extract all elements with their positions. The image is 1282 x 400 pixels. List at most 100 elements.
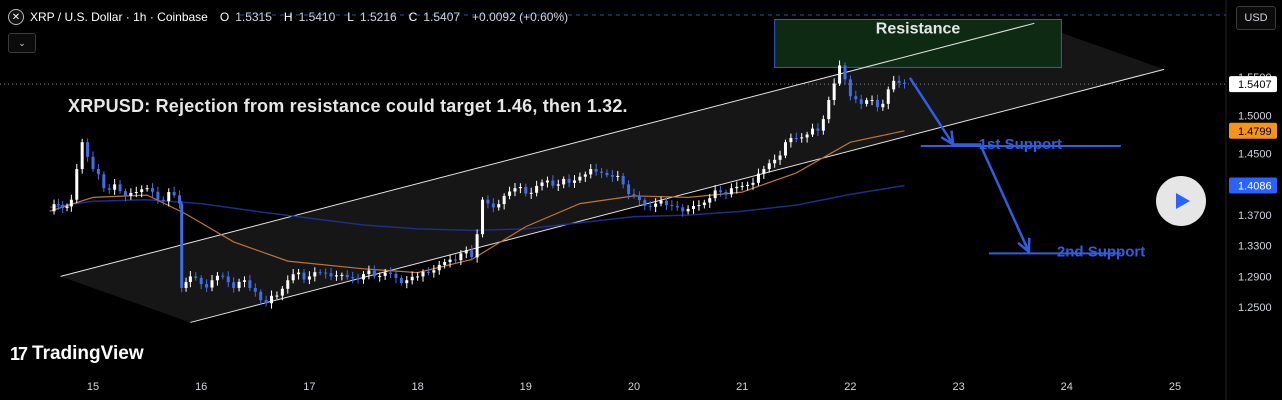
candle-body [91,156,95,170]
candle-body [210,280,214,288]
channel-upper-line [60,22,1035,277]
candle-body [811,128,815,135]
open-label: O [219,10,230,24]
candle-body [556,184,560,186]
candle-body [286,280,290,289]
low-value: 1.5216 [359,10,397,24]
candle-body [86,142,90,157]
candle-body [821,119,825,131]
price-tag-ema_short: 1.4799 [1238,126,1272,138]
symbol-title[interactable]: XRP / U.S. Dollar · 1h · Coinbase [30,10,208,24]
candles [52,60,906,309]
candle-body [96,169,100,175]
symbol-header: ✕ XRP / U.S. Dollar · 1h · Coinbase O 1.5… [8,6,568,28]
candle-body [167,192,171,202]
candle-body [751,182,755,185]
x-tick-9: 24 [1061,381,1073,393]
candle-body [437,264,441,271]
candle-body [594,169,598,172]
candle-body [383,272,387,276]
candle-body [859,99,863,104]
candle-body [583,174,587,177]
candle-body [324,272,328,274]
candle-body [724,192,728,195]
replay-play-button[interactable] [1156,176,1206,226]
candle-body [794,138,798,140]
candle-body [886,89,890,104]
candle-body [643,200,647,206]
candle-body [545,180,549,183]
candle-body [621,175,625,185]
candle-body [800,137,804,139]
candle-body [767,163,771,170]
candle-body [443,262,447,265]
candle-body [816,128,820,131]
candle-body [692,206,696,209]
candle-body [502,195,506,205]
candle-body [253,287,257,292]
candle-body [351,277,355,279]
currency-button[interactable]: USD [1236,6,1276,30]
x-tick-0: 15 [87,381,99,393]
candle-body [432,270,436,273]
candle-body [848,79,852,97]
support-label-2: 2nd Support [1057,243,1145,260]
x-tick-8: 23 [952,381,964,393]
candle-body [237,281,241,288]
open-value: 1.5315 [235,10,272,24]
change-value: +0.0092 (+0.60%) [472,10,569,24]
candle-body [589,169,593,175]
candle-body [75,169,79,200]
y-tick-1: 1.5000 [1238,110,1272,122]
candle-body [329,273,333,277]
candle-body [540,182,544,186]
candle-body [681,207,685,212]
price-tag-bg-ema_long [1229,177,1277,194]
price-tag-bg-ema_short [1229,122,1277,139]
candle-body [892,80,896,90]
candle-body [259,291,263,301]
candle-body [145,188,149,190]
candle-body [778,155,782,160]
candle-body [297,272,301,275]
candle-body [513,188,517,192]
play-icon [1176,193,1190,209]
candle-body [729,188,733,195]
candle-body [378,275,382,277]
candle-body [129,192,133,196]
candle-body [140,189,144,193]
candle-body [648,205,652,207]
candle-body [61,205,65,209]
candle-body [664,200,668,206]
candle-body [248,280,252,288]
candle-body [486,199,490,204]
ema-long-line [49,184,905,232]
candle-body [616,175,620,177]
x-tick-2: 17 [303,381,315,393]
tradingview-logo[interactable]: 17 TradingView [10,343,144,365]
candle-body [69,199,73,207]
candle-body [762,169,766,174]
resistance-label: Resistance [876,20,961,37]
collapse-legend-button[interactable]: ⌄ [8,33,36,53]
candle-body [280,288,284,296]
candle-body [713,190,717,199]
candle-body [572,180,576,183]
candle-body [264,300,268,304]
candle-body [345,274,349,278]
candle-body [372,270,376,277]
candle-body [405,280,409,284]
candle-body [194,276,198,278]
candle-body [773,159,777,164]
candle-body [827,100,831,120]
candle-body [464,250,468,254]
candle-body [535,185,539,193]
candle-body [134,192,138,194]
candle-body [453,259,457,261]
candle-body [123,191,127,196]
candle-body [659,200,663,204]
candle-body [389,272,393,274]
candle-body [654,203,658,207]
candle-body [205,284,209,288]
